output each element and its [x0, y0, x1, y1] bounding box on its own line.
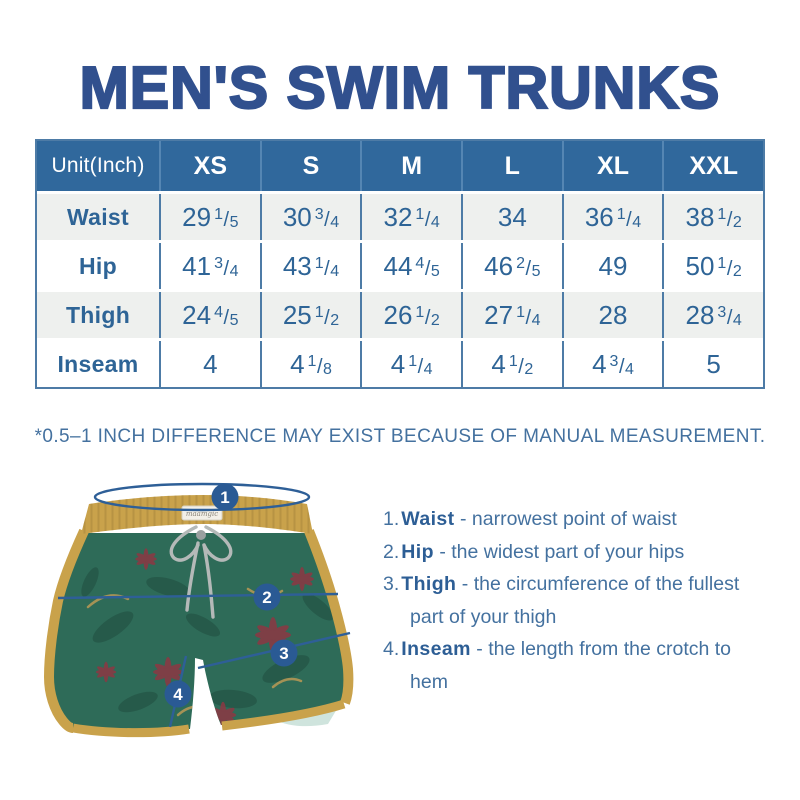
left-side-trim	[43, 528, 89, 733]
row-label: Thigh	[37, 292, 159, 338]
table-header-row: Unit(Inch) XS S M L XL XXL	[37, 141, 763, 191]
size-value: 43 1/4	[259, 243, 361, 289]
measurement-note: *0.5–1 INCH DIFFERENCE MAY EXIST BECAUSE…	[34, 426, 766, 447]
size-value: 24 4/5	[159, 292, 260, 338]
page-title: MEN'S SWIM TRUNKS	[79, 54, 721, 122]
callout-badge-1: 1	[211, 483, 239, 511]
size-table: Unit(Inch) XS S M L XL XXL Waist 29 1/5 30 3/4 32 1/4…	[35, 139, 765, 389]
legend-item: 4. Inseam - the length from the crotch to…	[383, 633, 748, 698]
table-row: Hip 41 3/4 43 1/4 44 4/5 46 2/5 49 50 1/2	[37, 240, 763, 289]
legend-separator: -	[459, 508, 467, 530]
size-column-header: M	[360, 141, 461, 191]
size-value: 46 2/5	[460, 243, 562, 289]
swim-trunks-illustration: maamgic 1 2 3 4	[43, 482, 354, 738]
waist-measure-ellipse	[93, 482, 311, 512]
callout-4-number: 4	[173, 685, 183, 704]
swim-trunks-diagram: maamgic 1 2 3 4	[43, 482, 354, 738]
legend-description: narrowest point of waist	[471, 508, 677, 530]
brand-label-text: maamgic	[186, 510, 218, 518]
size-value: 28	[561, 292, 663, 338]
legend-label: Hip	[401, 540, 434, 563]
callout-badge-4: 4	[164, 680, 192, 708]
size-value: 36 1/4	[561, 194, 663, 240]
size-column-header: L	[460, 141, 562, 191]
table-row: Thigh 24 4/5 25 1/2 26 1/2 27 1/4 28 28 3/4	[37, 289, 763, 338]
hip-measure-line	[57, 592, 339, 600]
size-value: 38 1/2	[662, 194, 763, 240]
size-value: 4 1/2	[460, 341, 562, 387]
size-column-header: S	[259, 141, 361, 191]
legend-item: 3. Thigh - the circumference of the fulle…	[383, 568, 748, 633]
size-value: 29 1/5	[159, 194, 260, 240]
size-column-header: XXL	[662, 141, 763, 191]
size-value: 28 3/4	[662, 292, 763, 338]
right-hem-binding	[221, 699, 346, 731]
table-row: Inseam 4 4 1/8 4 1/4 4 1/2 4 3/4 5	[37, 338, 763, 387]
row-label: Inseam	[57, 350, 139, 377]
size-value: 4 1/4	[360, 341, 461, 387]
left-hem-binding	[72, 723, 190, 738]
legend-separator: -	[461, 573, 469, 595]
table-row: Waist 29 1/5 30 3/4 32 1/4 34 36 1/4 38 1/2	[37, 191, 763, 240]
size-value: 5	[662, 341, 763, 387]
legend-number: 2.	[383, 540, 400, 563]
legend-label: Waist	[401, 508, 455, 530]
size-value: 44 4/5	[360, 243, 461, 289]
size-column-header: XS	[159, 141, 260, 191]
size-value: 4	[159, 341, 260, 387]
row-label: Waist	[37, 194, 159, 240]
size-value: 25 1/2	[259, 292, 361, 338]
callout-2-number: 2	[262, 588, 271, 607]
legend-label: Thigh	[401, 573, 457, 595]
right-side-trim	[304, 529, 354, 705]
unit-label: Unit(Inch)	[51, 154, 145, 177]
callout-3-number: 3	[279, 644, 288, 663]
size-value: 34	[460, 194, 562, 240]
size-value: 32 1/4	[360, 194, 461, 240]
legend-description: the length from the crotch to hem	[410, 638, 732, 693]
legend-separator: -	[476, 638, 483, 660]
size-value: 41 3/4	[159, 243, 260, 289]
legend-separator: -	[439, 540, 446, 563]
legend-number: 4.	[383, 638, 400, 660]
legend-item: 2. Hip - the widest part of your hips	[383, 536, 748, 569]
legend-label: Inseam	[401, 638, 471, 660]
size-value: 26 1/2	[360, 292, 461, 338]
callout-badge-3: 3	[270, 639, 298, 667]
size-value: 4 3/4	[561, 341, 663, 387]
size-value: 4 1/8	[259, 341, 361, 387]
legend-description: the widest part of your hips	[451, 540, 685, 563]
size-value: 30 3/4	[259, 194, 361, 240]
drawstring	[169, 525, 233, 619]
measurement-legend: 1. Waist - narrowest point of waist 2. Hip …	[383, 503, 748, 698]
legend-item: 1. Waist - narrowest point of waist	[383, 503, 748, 536]
callout-1-number: 1	[220, 488, 229, 507]
size-value: 50 1/2	[662, 243, 763, 289]
legend-description: the circumference of the fullest part of…	[410, 573, 740, 628]
size-column-header: XL	[561, 141, 663, 191]
row-label: Hip	[79, 252, 117, 279]
legend-number: 3.	[383, 573, 400, 595]
size-value: 49	[561, 243, 663, 289]
callout-badge-2: 2	[253, 583, 281, 611]
size-value: 27 1/4	[460, 292, 562, 338]
legend-number: 1.	[383, 508, 400, 530]
